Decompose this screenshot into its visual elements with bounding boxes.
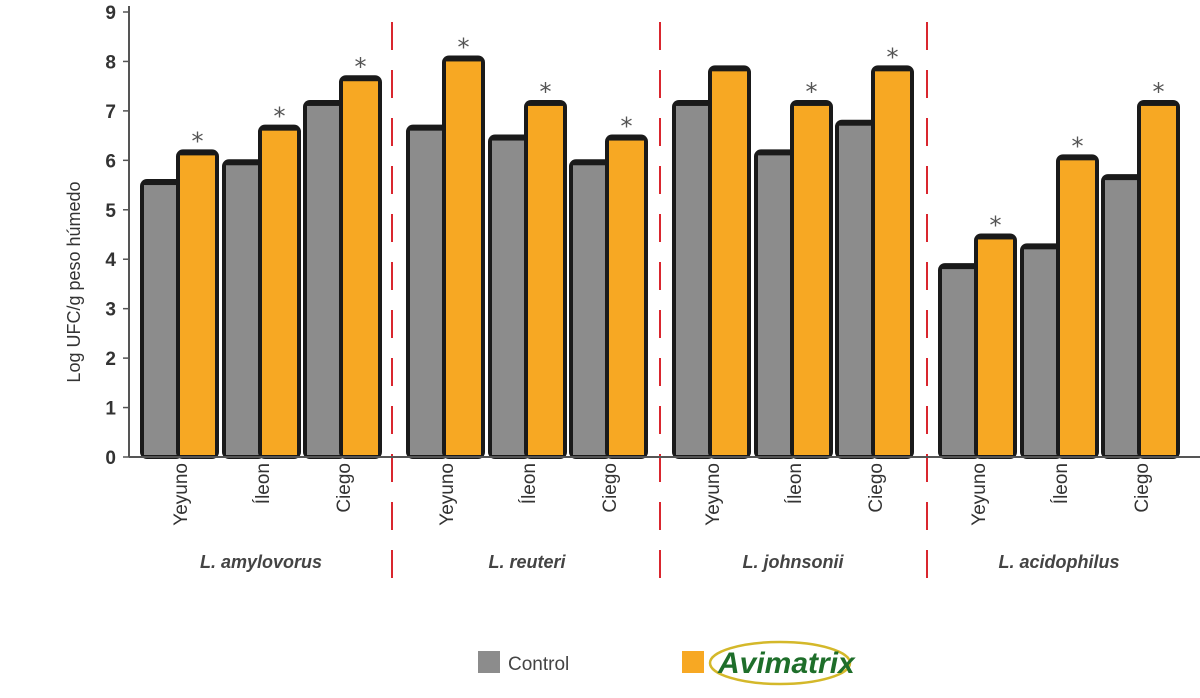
y-tick-label: 8 bbox=[105, 52, 116, 73]
bar-control bbox=[1101, 174, 1144, 459]
bar-avimatrix-fill bbox=[609, 140, 644, 456]
bar-avimatrix bbox=[524, 99, 567, 459]
bar-control-fill bbox=[144, 185, 179, 456]
bar-avimatrix bbox=[442, 55, 485, 459]
group-label: L. reuteri bbox=[488, 552, 566, 572]
significance-star: * bbox=[192, 127, 204, 155]
legend: Control Avimatrix bbox=[478, 640, 856, 686]
bar-control bbox=[672, 99, 715, 459]
category-tick-label: Yeyuno bbox=[437, 463, 458, 526]
bar-control-fill bbox=[676, 105, 711, 455]
bar-control bbox=[569, 159, 612, 459]
bar-avimatrix bbox=[258, 124, 301, 460]
bar-control-fill bbox=[410, 130, 445, 455]
group-label: L. johnsonii bbox=[743, 552, 845, 572]
bar-control-fill bbox=[492, 140, 527, 456]
bar-control-fill bbox=[1105, 180, 1140, 455]
axes: 0 1 2 3 4 5 6 7 8 9 bbox=[105, 3, 1200, 469]
bar-control-fill bbox=[758, 155, 793, 455]
bar-avimatrix-fill bbox=[1060, 160, 1095, 456]
bar-avimatrix-fill bbox=[343, 81, 378, 455]
legend-swatch-control bbox=[478, 651, 500, 673]
bar-avimatrix bbox=[176, 149, 219, 459]
significance-star: * bbox=[621, 113, 633, 141]
bar-avimatrix-fill bbox=[978, 239, 1013, 455]
bar-avimatrix-fill bbox=[262, 130, 297, 455]
category-tick-label: Íleon bbox=[519, 463, 540, 504]
bar-avimatrix-fill bbox=[712, 71, 747, 455]
avimatrix-logo-ring bbox=[708, 640, 852, 686]
significance-star: * bbox=[1072, 132, 1084, 160]
bar-control bbox=[303, 99, 346, 459]
bar-control-fill bbox=[307, 105, 342, 455]
bar-control-fill bbox=[942, 269, 977, 455]
y-tick-label: 9 bbox=[105, 3, 116, 24]
category-tick-label: Íleon bbox=[1051, 463, 1072, 504]
bar-control-fill bbox=[573, 165, 608, 455]
bar-control bbox=[140, 179, 183, 460]
bar-avimatrix-fill bbox=[446, 61, 481, 455]
bar-avimatrix-fill bbox=[1141, 105, 1176, 455]
significance-star: * bbox=[1153, 78, 1165, 106]
category-tick-label: Ciego bbox=[866, 463, 887, 513]
significance-markers: * * * * * * * * * * * bbox=[192, 33, 1165, 239]
category-tick-label: Yeyuno bbox=[969, 463, 990, 526]
bar-avimatrix bbox=[1137, 99, 1180, 459]
bar-control bbox=[938, 263, 981, 459]
group-label: L. amylovorus bbox=[200, 552, 322, 572]
bar-avimatrix bbox=[871, 65, 914, 459]
bar-control bbox=[754, 149, 797, 459]
bar-control bbox=[1020, 243, 1063, 459]
bar-avimatrix bbox=[974, 233, 1017, 459]
axis-labels: Log UFC/g peso húmedo Yeyuno Íleon Ciego L.… bbox=[64, 181, 1153, 572]
bar-avimatrix bbox=[790, 99, 833, 459]
category-tick-label: Ciego bbox=[1132, 463, 1153, 513]
bar-control-fill bbox=[1024, 249, 1059, 455]
category-tick-label: Ciego bbox=[600, 463, 621, 513]
bar-avimatrix bbox=[1056, 154, 1099, 460]
bar-avimatrix-fill bbox=[794, 105, 829, 455]
bar-avimatrix bbox=[708, 65, 751, 459]
significance-star: * bbox=[355, 53, 367, 81]
y-axis-label: Log UFC/g peso húmedo bbox=[64, 181, 84, 382]
y-tick-label: 5 bbox=[105, 201, 116, 222]
y-tick-label: 1 bbox=[105, 399, 116, 420]
group-label: L. acidophilus bbox=[998, 552, 1119, 572]
significance-star: * bbox=[274, 103, 286, 131]
category-tick-label: Íleon bbox=[253, 463, 274, 504]
bar-avimatrix-fill bbox=[180, 155, 215, 455]
avimatrix-logo: Avimatrix bbox=[708, 640, 856, 686]
bar-control bbox=[406, 124, 449, 460]
category-tick-label: Ciego bbox=[334, 463, 355, 513]
bar-avimatrix bbox=[605, 134, 648, 460]
bar-marks bbox=[140, 55, 1180, 460]
bar-avimatrix bbox=[339, 75, 382, 459]
significance-star: * bbox=[458, 33, 470, 61]
significance-star: * bbox=[806, 78, 818, 106]
category-tick-label: Yeyuno bbox=[171, 463, 192, 526]
category-tick-label: Íleon bbox=[785, 463, 806, 504]
bar-control bbox=[222, 159, 265, 459]
y-tick-label: 2 bbox=[105, 349, 116, 370]
bar-avimatrix-fill bbox=[875, 71, 910, 455]
bar-control bbox=[488, 134, 531, 460]
significance-star: * bbox=[990, 211, 1002, 239]
legend-swatch-avimatrix bbox=[682, 651, 704, 673]
significance-star: * bbox=[540, 78, 552, 106]
avimatrix-logo-text: Avimatrix bbox=[717, 647, 856, 680]
y-tick-label: 3 bbox=[105, 300, 116, 321]
bar-control-fill bbox=[839, 125, 874, 455]
category-tick-label: Yeyuno bbox=[703, 463, 724, 526]
y-tick-label: 7 bbox=[105, 102, 116, 123]
bar-avimatrix-fill bbox=[528, 105, 563, 455]
legend-label-control: Control bbox=[508, 654, 569, 675]
bar-control bbox=[835, 119, 878, 459]
bar-control-fill bbox=[226, 165, 261, 455]
y-tick-label: 0 bbox=[105, 448, 116, 469]
y-tick-label: 4 bbox=[105, 250, 116, 271]
significance-star: * bbox=[887, 43, 899, 71]
y-tick-label: 6 bbox=[105, 151, 116, 172]
